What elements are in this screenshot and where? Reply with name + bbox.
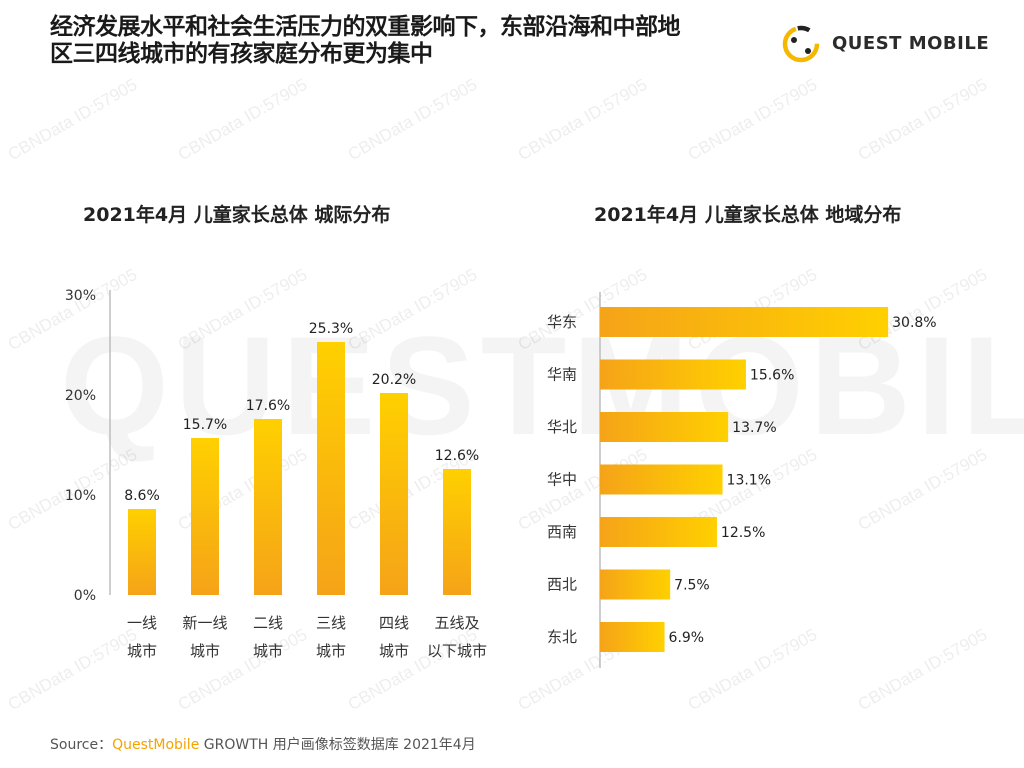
bar [600, 307, 889, 337]
source-brand: QuestMobile [112, 737, 200, 753]
y-tick-label: 华中 [547, 471, 577, 489]
bar-value-label: 7.5% [674, 578, 710, 594]
headline-line-2: 区三四线城市的有孩家庭分布更为集中 [50, 41, 433, 67]
bar [600, 412, 729, 442]
y-tick-label: 10% [65, 488, 96, 504]
bar [128, 509, 156, 595]
bar-value-label: 25.3% [309, 321, 353, 337]
bar [443, 469, 471, 595]
watermark-text: CBNData ID:57905 [4, 74, 141, 165]
bar-value-label: 13.1% [727, 473, 771, 489]
x-tick-label: 三线 [316, 614, 346, 632]
x-tick-label: 城市 [127, 642, 157, 660]
bar-value-label: 15.7% [183, 417, 227, 433]
bar [600, 569, 671, 600]
bar-value-label: 8.6% [124, 488, 160, 504]
bar [600, 622, 665, 652]
bar [254, 419, 282, 595]
right-chart-title: 2021年4月 儿童家长总体 地域分布 [594, 204, 902, 226]
watermark-text: CBNData ID:57905 [174, 74, 311, 165]
bar [600, 517, 717, 547]
headline-line-1: 经济发展水平和社会生活压力的双重影响下，东部沿海和中部地 [50, 14, 681, 40]
x-tick-label: 城市 [253, 642, 283, 660]
x-tick-label: 新一线 [182, 614, 227, 632]
bar-value-label: 12.6% [435, 448, 479, 464]
x-tick-label: 一线 [127, 614, 157, 632]
region-bar-chart: 华东 30.8% 华南 15.6% 华北 13.7% 华中 13.1% 西南 12.5% 西北 7.5… [547, 292, 937, 668]
y-tick-label: 西北 [547, 576, 577, 594]
y-tick-label: 20% [65, 388, 96, 404]
bar-value-label: 17.6% [246, 398, 290, 414]
x-tick-label: 五线及 [434, 614, 479, 632]
bar-value-label: 6.9% [669, 630, 705, 646]
x-tick-label: 城市 [379, 642, 409, 660]
page-headline: 经济发展水平和社会生活压力的双重影响下，东部沿海和中部地 区三四线城市的有孩家庭… [50, 14, 770, 68]
bar [600, 359, 746, 390]
brand-name: QUEST MOBILE [832, 32, 990, 54]
y-tick-label: 西南 [547, 523, 577, 541]
bar [380, 393, 408, 595]
x-tick-label: 二线 [253, 614, 283, 632]
left-chart-title: 2021年4月 儿童家长总体 城际分布 [83, 204, 391, 226]
bar-value-label: 15.6% [750, 368, 794, 384]
bar-value-label: 20.2% [372, 372, 416, 388]
x-tick-label: 四线 [379, 614, 409, 632]
brand-logo: QUEST MOBILE [778, 14, 989, 72]
x-tick-label: 以下城市 [427, 642, 487, 660]
y-tick-label: 0% [74, 588, 96, 604]
source-detail: GROWTH 用户画像标签数据库 2021年4月 [199, 737, 476, 753]
watermark-text: CBNData ID:57905 [854, 74, 991, 165]
watermark-text: CBNData ID:57905 [514, 74, 651, 165]
watermark-text: CBNData ID:57905 [344, 74, 481, 165]
y-tick-label: 华南 [547, 366, 577, 384]
bar-value-label: 12.5% [721, 525, 765, 541]
bar [317, 342, 345, 595]
y-tick-label: 华北 [547, 418, 577, 436]
bar [600, 464, 723, 495]
questmobile-logo-icon [782, 25, 820, 63]
y-tick-label: 华东 [547, 313, 577, 331]
x-tick-label: 城市 [316, 642, 346, 660]
source-prefix: Source： [50, 737, 113, 753]
bar-value-label: 13.7% [732, 420, 776, 436]
y-tick-label: 30% [65, 288, 96, 304]
watermark-text: CBNData ID:57905 [684, 74, 821, 165]
source-note: Source：QuestMobile GROWTH 用户画像标签数据库 2021… [50, 734, 476, 754]
x-tick-label: 城市 [190, 642, 220, 660]
bar [191, 438, 219, 595]
bar-value-label: 30.8% [892, 315, 936, 331]
y-tick-label: 东北 [547, 628, 577, 646]
